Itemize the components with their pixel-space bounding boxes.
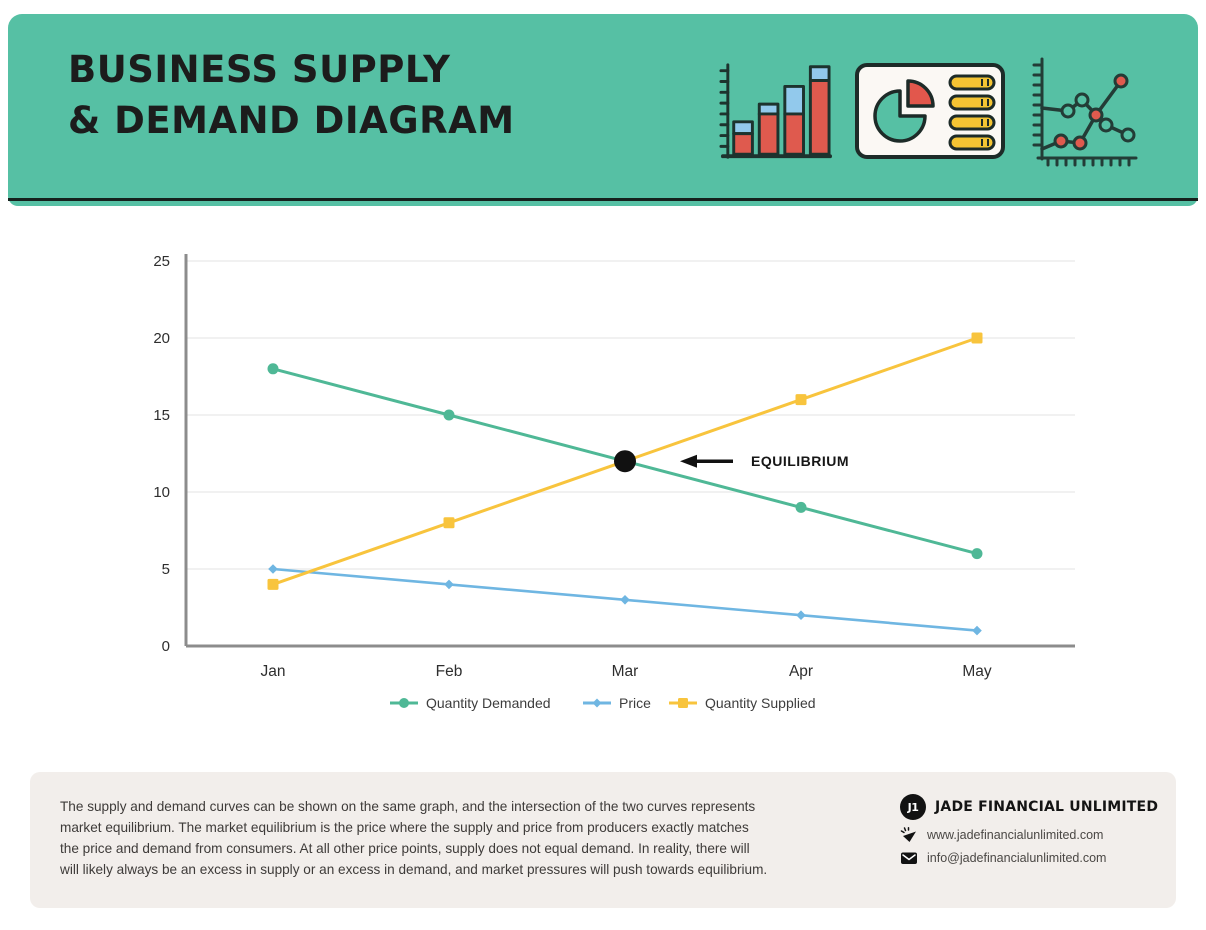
title-line-1: BUSINESS SUPPLY (68, 48, 451, 91)
legend-item-quantity-supplied: Quantity Supplied (669, 695, 816, 711)
brand-block: J1 JADE FINANCIAL UNLIMITED www.jadefina… (900, 794, 1158, 873)
footer-paragraph: The supply and demand curves can be show… (60, 796, 767, 880)
svg-text:Jan: Jan (261, 663, 286, 680)
svg-text:25: 25 (153, 253, 170, 270)
equilibrium-annotation: EQUILIBRIUM (614, 450, 849, 473)
svg-text:Quantity Demanded: Quantity Demanded (426, 695, 551, 711)
svg-text:15: 15 (153, 407, 170, 424)
paragraph-line: The supply and demand curves can be show… (60, 799, 756, 814)
svg-text:5: 5 (162, 561, 170, 578)
paragraph-line: the price and demand from consumers. At … (60, 841, 750, 856)
email-link[interactable]: info@jadefinancialunlimited.com (927, 851, 1107, 865)
email-icon (901, 852, 917, 864)
paragraph-line: will likely always be an excess in suppl… (60, 862, 768, 877)
x-axis-labels: Jan Feb Mar Apr May (261, 663, 992, 680)
gridlines (186, 260, 1075, 570)
svg-text:Price: Price (619, 695, 651, 711)
page-title: BUSINESS SUPPLY & DEMAND DIAGRAM (68, 44, 515, 146)
header-icons (718, 46, 1140, 176)
equilibrium-label: EQUILIBRIUM (751, 453, 849, 469)
supply-demand-chart: 0 5 10 15 20 25 Jan Feb Mar Apr May EQUILIBRIUM Quan… (153, 253, 1075, 711)
website-icon (900, 827, 916, 842)
chart-legend: Quantity Demanded Price Quantity Supplied (390, 695, 816, 711)
paragraph-line: market equilibrium. The market equilibri… (60, 820, 749, 835)
legend-item-quantity-demanded: Quantity Demanded (390, 695, 551, 711)
y-axis-labels: 0 5 10 15 20 25 (153, 253, 170, 655)
pie-report-icon (855, 63, 1005, 159)
scatter-plot-icon (1032, 57, 1138, 167)
svg-text:0: 0 (162, 638, 170, 655)
brand-logo-monogram: J1 (907, 800, 919, 814)
svg-text:Mar: Mar (612, 663, 639, 680)
series-price (268, 564, 982, 636)
svg-text:Feb: Feb (436, 663, 463, 680)
svg-text:Quantity Supplied: Quantity Supplied (705, 695, 816, 711)
brand-name: JADE FINANCIAL UNLIMITED (935, 799, 1159, 815)
svg-text:10: 10 (153, 484, 170, 501)
website-link[interactable]: www.jadefinancialunlimited.com (927, 828, 1104, 842)
svg-text:20: 20 (153, 330, 170, 347)
legend-item-price: Price (583, 695, 651, 711)
equilibrium-dot (614, 450, 636, 473)
axes (184, 254, 1075, 648)
footer-panel: The supply and demand curves can be show… (30, 772, 1176, 908)
title-line-2: & DEMAND DIAGRAM (68, 99, 515, 142)
svg-text:May: May (962, 663, 992, 680)
header: BUSINESS SUPPLY & DEMAND DIAGRAM (8, 14, 1198, 206)
brand-logo: J1 (900, 794, 926, 820)
bar-chart-icon (719, 63, 832, 159)
svg-text:Apr: Apr (789, 663, 813, 680)
